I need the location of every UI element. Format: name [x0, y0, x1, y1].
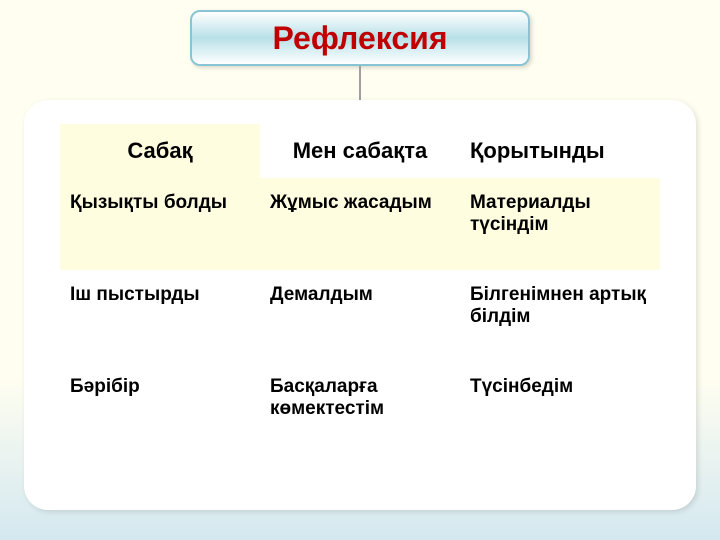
- connector-line: [359, 66, 361, 100]
- cell: Түсінбедім: [460, 362, 660, 454]
- reflection-table: Сабақ Мен сабақта Қорытынды Қызықты болд…: [60, 124, 660, 454]
- cell: Демалдым: [260, 270, 460, 362]
- cell: Материалды түсіндім: [460, 178, 660, 270]
- cell: Басқаларға көмектестім: [260, 362, 460, 454]
- col-header-conclusion: Қорытынды: [460, 124, 660, 178]
- table-header-row: Сабақ Мен сабақта Қорытынды: [60, 124, 660, 178]
- table-row: Бәрібір Басқаларға көмектестім Түсінбеді…: [60, 362, 660, 454]
- cell: Білгенімнен артық білдім: [460, 270, 660, 362]
- cell: Жұмыс жасадым: [260, 178, 460, 270]
- table-row: Іш пыстырды Демалдым Білгенімнен артық б…: [60, 270, 660, 362]
- cell: Бәрібір: [60, 362, 260, 454]
- page-title: Рефлексия: [273, 20, 448, 57]
- col-header-in-lesson: Мен сабақта: [260, 124, 460, 178]
- cell: Іш пыстырды: [60, 270, 260, 362]
- col-header-lesson: Сабақ: [60, 124, 260, 178]
- cell: Қызықты болды: [60, 178, 260, 270]
- content-panel: Сабақ Мен сабақта Қорытынды Қызықты болд…: [24, 100, 696, 510]
- table-row: Қызықты болды Жұмыс жасадым Материалды т…: [60, 178, 660, 270]
- title-box: Рефлексия: [190, 10, 530, 66]
